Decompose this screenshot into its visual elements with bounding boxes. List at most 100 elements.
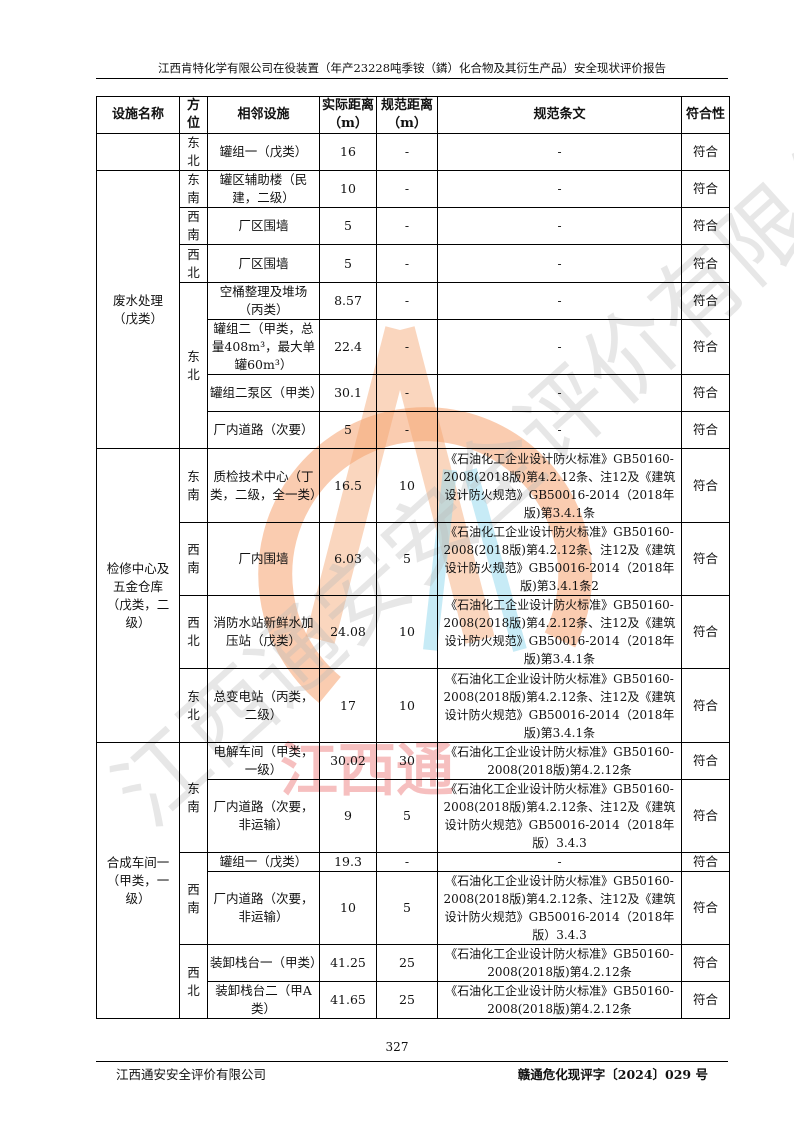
table-row: 罐组二泵区（甲类） 30.1- - 符合	[97, 374, 730, 412]
table-row: 东北 总变电站（丙类，二级） 17 10 《石油化工企业设计防火标准》GB50160-2…	[97, 668, 730, 743]
standard-distance: -	[376, 170, 438, 208]
table-row: 西北 厂区围墙 5- - 符合	[97, 244, 730, 283]
actual-distance: 22.4	[319, 319, 377, 375]
facility-name: 检修中心及五金仓库（戊类，二级）	[96, 448, 180, 743]
standard-clause: -	[437, 170, 682, 208]
standard-clause: 《石油化工企业设计防火标准》GB50160-2008(2018版)第4.2.12…	[437, 871, 682, 945]
header-compliance: 符合性	[681, 96, 730, 134]
direction: 东北	[179, 133, 208, 171]
standard-distance: -	[376, 852, 438, 872]
standard-distance: -	[376, 374, 438, 412]
adjacent-facility: 装卸栈台二（甲A类）	[207, 981, 320, 1019]
adjacent-facility: 质检技术中心（丁类，二级，全一类）	[207, 448, 323, 523]
direction: 西南	[179, 522, 208, 596]
compliance: 符合	[681, 282, 730, 320]
compliance: 符合	[681, 779, 730, 853]
actual-distance: 5	[319, 411, 377, 449]
standard-distance: -	[376, 411, 438, 449]
compliance: 符合	[681, 207, 730, 245]
header-adjacent: 相邻设施	[207, 96, 320, 134]
facility-distance-table: 设施名称 方位 相邻设施 实际距离（m） 规范距离（m） 规范条文 符合性 东北 罐组一（戊类…	[96, 96, 730, 1019]
adjacent-facility: 厂内道路（次要，非运输）	[207, 779, 320, 853]
footer-doc-number: 赣通危化现评字〔2024〕029 号	[517, 1067, 708, 1082]
table-row: 罐组二（甲类，总量408m³，最大单罐60m³） 22.4- - 符合	[97, 319, 730, 375]
standard-clause: 《石油化工企业设计防火标准》GB50160-2008(2018版)第4.2.12…	[437, 668, 682, 743]
actual-distance: 10	[319, 170, 377, 208]
actual-distance: 30.1	[319, 374, 377, 412]
adjacent-facility: 厂区围墙	[207, 207, 320, 245]
table-row: 西南 厂内围墙 6.03 5 《石油化工企业设计防火标准》GB50160-2008(20…	[97, 522, 730, 596]
adjacent-facility: 厂内围墙	[207, 522, 320, 596]
footer-rule	[96, 1061, 728, 1062]
direction: 西北	[179, 595, 208, 669]
actual-distance: 24.08	[319, 595, 377, 669]
standard-distance: -	[376, 282, 438, 320]
compliance: 符合	[681, 319, 730, 375]
adjacent-facility: 厂区围墙	[207, 244, 320, 283]
actual-distance: 8.57	[319, 282, 377, 320]
standard-clause: 《石油化工企业设计防火标准》GB50160-2008(2018版)第4.2.12…	[437, 448, 682, 523]
compliance: 符合	[681, 411, 730, 449]
table-row: 装卸栈台二（甲A类） 41.65 25 《石油化工企业设计防火标准》GB50160-2…	[97, 981, 730, 1019]
direction: 东南	[179, 170, 208, 208]
adjacent-facility: 电解车间（甲类，一级）	[207, 742, 320, 780]
adjacent-facility: 罐组二（甲类，总量408m³，最大单罐60m³）	[207, 319, 320, 375]
footer-company: 江西通安安全评价有限公司	[116, 1067, 267, 1082]
standard-clause: 《石油化工企业设计防火标准》GB50160-2008(2018版)第4.2.12…	[437, 981, 682, 1019]
actual-distance: 9	[319, 779, 377, 853]
standard-clause: 《石油化工企业设计防火标准》GB50160-2008(2018版)第4.2.12…	[437, 595, 682, 669]
standard-clause: 《石油化工企业设计防火标准》GB50160-2008(2018版)第4.2.12…	[437, 779, 682, 853]
actual-distance: 5	[319, 207, 377, 245]
standard-clause: 《石油化工企业设计防火标准》GB50160-2008(2018版)第4.2.12…	[437, 522, 682, 596]
compliance: 符合	[681, 170, 730, 208]
standard-clause: -	[437, 374, 682, 412]
compliance: 符合	[681, 244, 730, 283]
table-row: 东北 空桶整理及堆场（丙类） 8.57- - 符合	[97, 282, 730, 449]
direction: 西北	[179, 944, 208, 1019]
table-row: 废水处理（戊类） 东南 罐区辅助楼（民建，二级） 10- - 符合	[96, 170, 730, 449]
table-row: 西北 装卸栈台一（甲类） 41.25 25 《石油化工企业设计防火标准》GB50160-…	[97, 944, 730, 1019]
standard-distance: -	[376, 133, 438, 171]
actual-distance: 5	[319, 244, 377, 283]
standard-distance: -	[376, 244, 438, 283]
actual-distance: 19.3	[319, 852, 377, 872]
standard-clause: -	[437, 207, 682, 245]
table-row: 西南 罐组一（戊类） 19.3- - 符合	[97, 852, 730, 945]
adjacent-facility: 总变电站（丙类，二级）	[207, 668, 320, 743]
direction: 东南	[179, 448, 208, 523]
actual-distance: 17	[319, 668, 377, 743]
compliance: 符合	[681, 981, 730, 1019]
compliance: 符合	[681, 668, 730, 743]
standard-distance: 25	[376, 944, 438, 982]
adjacent-facility: 罐区辅助楼（民建，二级）	[207, 170, 320, 208]
standard-distance: -	[376, 319, 438, 375]
adjacent-facility: 空桶整理及堆场（丙类）	[207, 282, 320, 320]
standard-distance: 5	[376, 522, 438, 596]
standard-distance: 10	[376, 668, 438, 743]
direction: 东北	[179, 282, 208, 449]
table-row: 东北 罐组一（戊类） 16- - 符合	[96, 133, 730, 171]
header-clause: 规范条文	[437, 96, 682, 134]
adjacent-facility: 厂内道路（次要）	[207, 411, 320, 449]
compliance: 符合	[681, 944, 730, 982]
standard-distance: 5	[376, 779, 438, 853]
compliance: 符合	[681, 852, 730, 872]
page-number: 327	[385, 1040, 409, 1054]
table-row: 厂内道路（次要） 5- - 符合	[97, 411, 730, 449]
table-row: 厂内道路（次要，非运输） 9 5 《石油化工企业设计防火标准》GB50160-2008…	[97, 779, 730, 853]
adjacent-facility: 罐组一（戊类）	[207, 852, 320, 872]
standard-clause: -	[437, 133, 682, 171]
header-facility: 设施名称	[96, 96, 180, 134]
actual-distance: 41.25	[319, 944, 377, 982]
table-row: 合成车间一（甲类，一级） 东南 电解车间（甲类，一级） 30.02 30 《石油化工企业设…	[96, 742, 730, 1019]
table-row: 检修中心及五金仓库（戊类，二级） 东南 质检技术中心（丁类，二级，全一类） 16.5 1…	[96, 448, 730, 743]
running-header: 江西肯特化学有限公司在役装置（年产23228吨季铵（鏻）化合物及其衍生产品）安全…	[157, 61, 667, 75]
actual-distance: 10	[319, 871, 377, 945]
standard-distance: 5	[376, 871, 438, 945]
table-row: 厂内道路（次要，非运输） 10 5 《石油化工企业设计防火标准》GB50160-200…	[97, 871, 730, 945]
standard-distance: 25	[376, 981, 438, 1019]
direction: 西北	[179, 244, 208, 283]
standard-clause: -	[437, 244, 682, 283]
direction: 东北	[179, 668, 208, 743]
compliance: 符合	[681, 133, 730, 171]
